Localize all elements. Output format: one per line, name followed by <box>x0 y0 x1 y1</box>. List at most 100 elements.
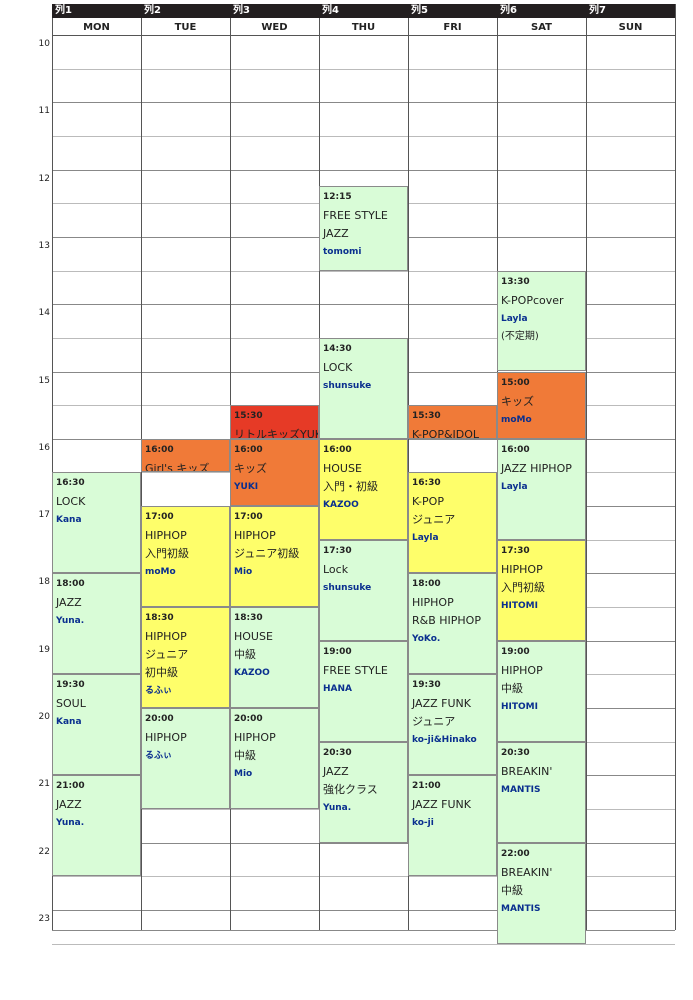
class-name: キッズ <box>234 461 267 475</box>
column-line <box>408 4 409 931</box>
day-header-wed: WED <box>230 20 319 36</box>
hour-line <box>52 842 675 844</box>
class-block[interactable]: 15:00 キッズ moMo <box>497 371 586 439</box>
class-name: JAZZ <box>323 227 349 241</box>
class-instructor: るふぃ <box>145 751 173 761</box>
class-name: ジュニア <box>412 715 456 729</box>
class-block[interactable]: 18:30 HOUSE 中級 KAZOO <box>230 607 319 708</box>
class-block[interactable]: 17:30 HIPHOP 入門初級 HITOMI <box>497 539 586 641</box>
class-time: 19:00 <box>501 646 530 657</box>
class-block[interactable]: 18:30 HIPHOP ジュニア 初中級 るふぃ <box>141 607 230 708</box>
class-block[interactable]: 16:00 キッズ YUKI <box>230 438 319 507</box>
class-name: LOCK <box>323 360 353 374</box>
class-name: 中級 <box>234 648 256 662</box>
class-name: キッズ <box>501 394 534 408</box>
class-time: 21:00 <box>56 781 85 792</box>
class-block[interactable]: 19:00 HIPHOP 中級 HITOMI <box>497 640 586 742</box>
hour-line <box>52 169 675 171</box>
class-name: JAZZ <box>323 764 349 778</box>
class-instructor: Kana <box>56 717 82 728</box>
column-header-4: 列4 <box>319 4 408 18</box>
class-block[interactable]: 16:30 K-POP ジュニア Layla <box>408 472 497 574</box>
day-header-sat: SAT <box>497 20 586 36</box>
class-block[interactable]: 20:00 HIPHOP 中級 Mio <box>230 708 319 809</box>
class-block[interactable]: 15:30K-POP&IDOLキッズLayla <box>408 405 497 439</box>
class-name: FREE STYLE <box>323 663 388 677</box>
column-header-6: 列6 <box>497 4 586 18</box>
class-name: R&B HIPHOP <box>412 614 481 628</box>
class-block[interactable]: 17:00 HIPHOP 入門初級 moMo <box>141 506 230 608</box>
class-time: 18:30 <box>145 613 174 624</box>
day-header-thu: THU <box>319 20 408 36</box>
class-instructor: MANTIS <box>501 903 541 914</box>
class-name: 中級 <box>234 749 256 762</box>
half-hour-line <box>52 943 675 945</box>
class-time: 22:00 <box>501 848 530 859</box>
column-header-7: 列7 <box>586 4 675 18</box>
class-block[interactable]: 16:30 LOCK Kana <box>52 472 141 574</box>
hour-label-16: 16 <box>38 442 50 453</box>
class-name: 入門初級 <box>501 580 545 594</box>
class-block[interactable]: 13:30 K-POPcover Layla (不定期) <box>497 270 586 372</box>
class-name: HIPHOP <box>501 663 543 677</box>
column-header-3: 列3 <box>230 4 319 18</box>
class-name: K-POP&IDOL <box>412 428 480 439</box>
class-name: HOUSE <box>323 461 362 475</box>
day-header-sun: SUN <box>586 20 675 36</box>
class-block[interactable]: 20:30 JAZZ 強化クラス Yuna. <box>319 741 408 843</box>
class-block[interactable]: 17:30 Lock shunsuke <box>319 539 408 641</box>
class-block[interactable]: 19:30 JAZZ FUNK ジュニア ko-ji&Hinako <box>408 674 497 776</box>
hour-label-21: 21 <box>38 779 50 790</box>
class-block[interactable]: 16:00 HOUSE 入門・初級 KAZOO <box>319 438 408 540</box>
class-name: BREAKIN' <box>501 764 553 778</box>
class-time: 16:00 <box>323 444 352 455</box>
half-hour-line <box>52 270 675 272</box>
class-name: Lock <box>323 562 349 576</box>
class-name: ジュニア初級 <box>234 547 300 561</box>
class-instructor: Layla <box>412 533 439 544</box>
class-name: JAZZ FUNK <box>412 798 471 812</box>
hour-label-11: 11 <box>38 106 50 117</box>
class-name: HIPHOP <box>145 529 187 543</box>
class-block[interactable]: 16:00 JAZZ HIPHOP Layla <box>497 438 586 540</box>
class-block[interactable]: 19:00 FREE STYLE HANA <box>319 640 408 742</box>
class-instructor: YUKI <box>234 481 259 492</box>
hour-label-10: 10 <box>38 39 50 49</box>
class-name: HOUSE <box>234 630 273 644</box>
class-instructor: るふぃ <box>145 686 173 697</box>
class-name: JAZZ <box>56 798 82 812</box>
class-instructor: ko-ji <box>412 818 434 829</box>
class-block[interactable]: 21:00 JAZZ Yuna. <box>52 775 141 877</box>
class-block[interactable]: 18:00 HIPHOP R&B HIPHOP YoKo. <box>408 573 497 675</box>
class-name: ジュニア <box>412 513 456 527</box>
class-time: 16:00 <box>234 444 263 455</box>
class-name: JAZZ <box>56 596 82 610</box>
class-time: 15:30 <box>412 411 441 422</box>
class-time: 19:30 <box>56 680 85 691</box>
class-name: ジュニア <box>145 648 189 662</box>
class-block[interactable]: 12:15 FREE STYLE JAZZ tomomi <box>319 186 408 271</box>
class-block[interactable]: 19:30 SOUL Kana <box>52 674 141 776</box>
class-name: JAZZ HIPHOP <box>501 461 572 475</box>
class-block[interactable]: 17:00 HIPHOP ジュニア初級 Mio <box>230 506 319 608</box>
hour-line <box>52 304 675 306</box>
class-name: K-POP <box>412 495 444 509</box>
class-time: 13:30 <box>501 276 530 287</box>
class-block[interactable]: 22:00 BREAKIN' 中級 MANTIS <box>497 842 586 944</box>
class-block[interactable]: 15:30 リトルキッズYUKI <box>230 405 319 439</box>
column-header-5: 列5 <box>408 4 497 18</box>
hour-label-15: 15 <box>38 375 50 386</box>
class-time: 17:00 <box>145 512 174 523</box>
class-time: 19:30 <box>412 680 441 691</box>
column-line <box>586 4 587 931</box>
class-name: リトルキッズYUKI <box>234 428 319 439</box>
day-header-fri: FRI <box>408 20 497 36</box>
class-block[interactable]: 18:00 JAZZ Yuna. <box>52 573 141 675</box>
class-time: 14:30 <box>323 343 352 354</box>
class-block[interactable]: 20:30 BREAKIN' MANTIS <box>497 741 586 843</box>
class-block[interactable]: 14:30 LOCK shunsuke <box>319 337 408 439</box>
hour-line <box>52 102 675 104</box>
class-block[interactable]: 20:00 HIPHOP るふぃ <box>141 708 230 809</box>
class-block[interactable]: 21:00 JAZZ FUNK ko-ji <box>408 775 497 877</box>
